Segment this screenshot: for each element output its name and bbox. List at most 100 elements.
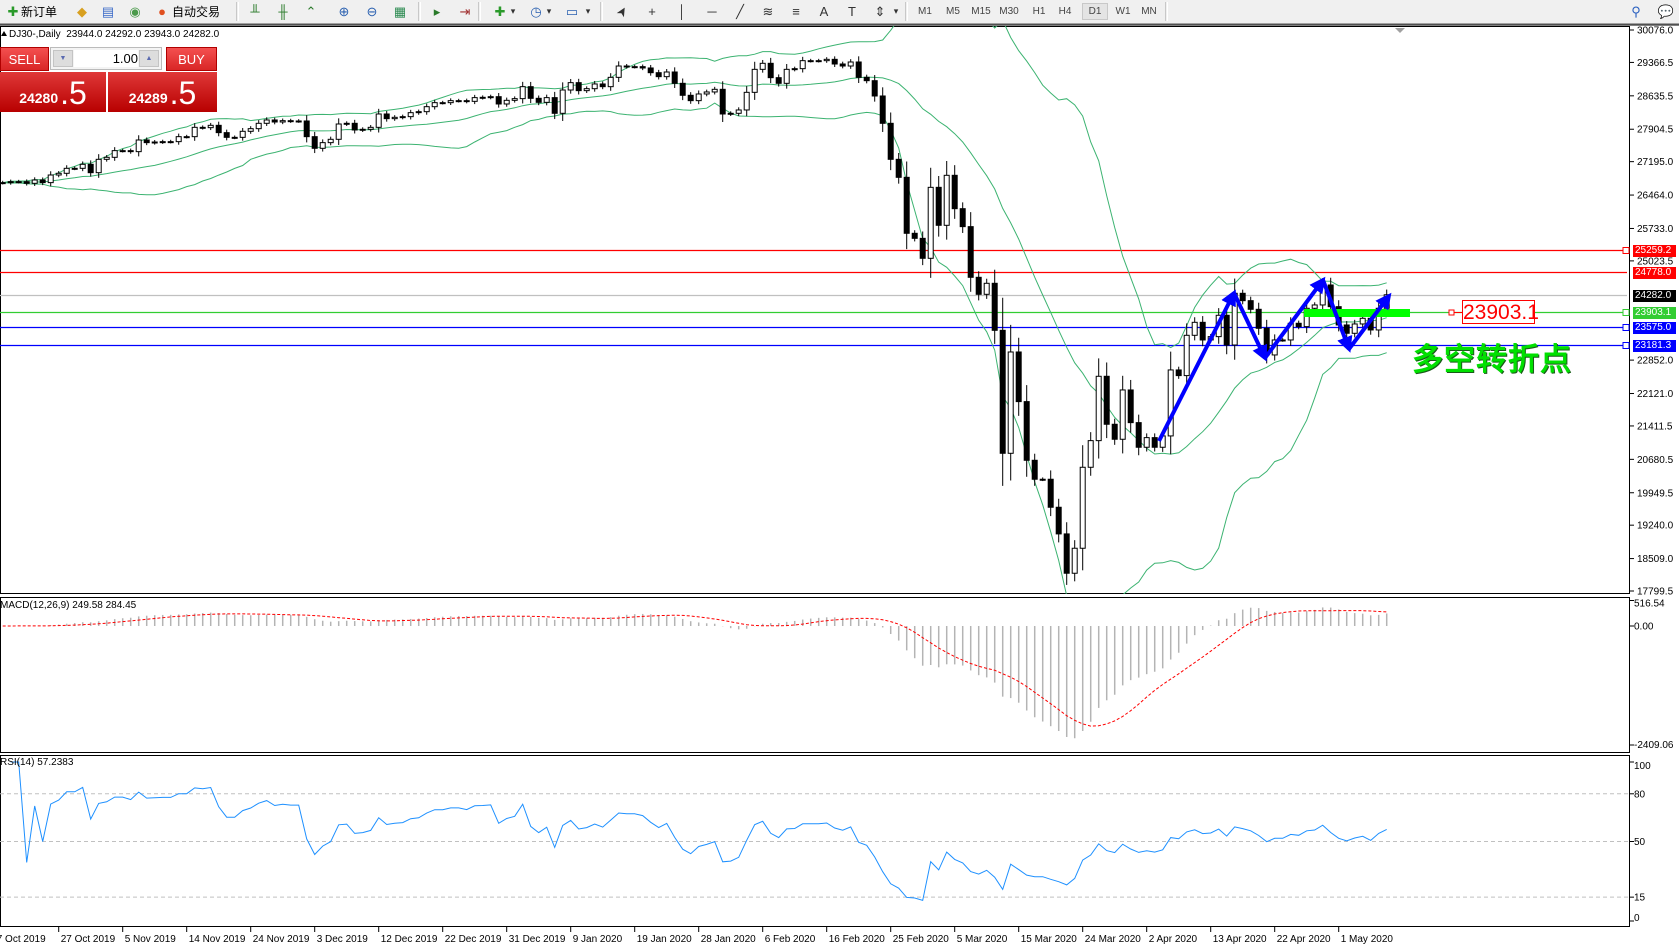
timeframe-m15-button[interactable]: M15 <box>971 6 991 17</box>
timeframe-w1-button[interactable]: W1 <box>1115 6 1131 17</box>
timeframe-mn-button[interactable]: MN <box>1141 6 1157 17</box>
turning-point-annotation[interactable]: 多空转折点 <box>1412 342 1572 378</box>
candle-body <box>279 120 286 123</box>
candle-body <box>807 60 814 63</box>
candle-body <box>1151 437 1158 448</box>
candle-body <box>967 226 974 278</box>
candle <box>775 74 782 87</box>
arrows-dropdown-icon[interactable]: ▾ <box>893 6 899 16</box>
search-icon[interactable]: ⚲ <box>1631 3 1641 19</box>
sell-button[interactable]: SELL <box>0 47 49 71</box>
candle <box>439 100 446 105</box>
indicators-dropdown-icon[interactable]: ▾ <box>510 6 516 16</box>
new-order-icon[interactable]: ✚ <box>7 3 19 19</box>
zigzag-arrow[interactable] <box>1157 289 1236 442</box>
candle-body <box>1135 422 1142 448</box>
chart-menu-triangle-icon[interactable] <box>1 31 7 36</box>
price-axis-label: 21411.5 <box>1637 421 1673 432</box>
chart-shift-icon[interactable]: ▸ <box>433 3 441 19</box>
templates-dropdown-icon[interactable]: ▾ <box>585 6 591 16</box>
candle-body <box>327 138 334 144</box>
new-order-label[interactable]: 新订单 <box>21 5 58 19</box>
periods-dropdown-icon[interactable]: ▾ <box>546 6 552 16</box>
zigzag-arrow[interactable] <box>1347 292 1392 351</box>
trendline-icon[interactable]: ╱ <box>736 3 744 19</box>
timeframe-d1-button[interactable]: D1 <box>1082 3 1108 20</box>
candle-body <box>847 61 854 67</box>
horizontal-line-icon[interactable]: ─ <box>707 4 717 19</box>
candle <box>367 125 374 132</box>
candle-body <box>663 71 670 78</box>
candle-body <box>119 150 126 153</box>
line-chart-icon[interactable]: ⌃ <box>305 3 317 19</box>
zoom-out-icon[interactable]: ⊖ <box>366 3 378 19</box>
fibonacci-icon[interactable]: ≋ <box>762 3 774 19</box>
crosshair-icon[interactable]: + <box>648 4 656 19</box>
indicators-icon[interactable]: ✚ <box>494 3 506 19</box>
zigzag-arrow[interactable] <box>1263 276 1326 360</box>
candle <box>951 165 958 219</box>
text-label-icon[interactable]: T <box>848 4 856 19</box>
candle <box>415 109 422 115</box>
chat-icon[interactable]: 💬 <box>1657 3 1675 19</box>
lot-increase-button[interactable]: ▲ <box>139 50 159 67</box>
tile-windows-icon[interactable]: ▦ <box>393 3 407 19</box>
candle <box>711 86 718 95</box>
candle-body <box>607 76 614 88</box>
auto-trading-label[interactable]: 自动交易 <box>172 5 221 19</box>
candle-body <box>319 142 326 149</box>
zigzag-arrow[interactable] <box>1232 292 1268 362</box>
price-axis-label: 20680.5 <box>1637 455 1674 466</box>
lot-size-input[interactable]: 1.00 <box>74 50 138 67</box>
vertical-line-icon[interactable]: │ <box>677 4 687 19</box>
candle-body <box>63 167 70 174</box>
lot-decrease-button[interactable]: ▼ <box>53 50 73 67</box>
zigzag-arrow[interactable] <box>1321 279 1353 353</box>
periods-icon[interactable]: ◷ <box>530 3 542 19</box>
timeframe-h1-button[interactable]: H1 <box>1032 6 1046 17</box>
candle <box>31 177 38 186</box>
candle-body <box>263 119 270 124</box>
line-anchor-marker <box>1622 342 1630 349</box>
candle-body <box>1223 314 1230 346</box>
date-axis-label: 13 Apr 2020 <box>1213 934 1267 945</box>
lot-size-stepper[interactable]: ▼ 1.00 ▲ <box>50 47 162 70</box>
line-anchor-marker <box>1622 247 1630 254</box>
timeframe-m30-button[interactable]: M30 <box>999 6 1019 17</box>
auto-trading-icon[interactable]: ● <box>158 4 166 19</box>
auto-scroll-icon[interactable]: ⇥ <box>459 3 471 19</box>
candle-body <box>359 128 366 131</box>
timeframe-h4-button[interactable]: H4 <box>1058 6 1072 17</box>
candle-body <box>591 83 598 90</box>
candle <box>223 129 230 141</box>
candle <box>407 109 414 120</box>
buy-button[interactable]: BUY <box>166 47 217 71</box>
candlestick-chart-icon[interactable]: ╫ <box>278 4 288 19</box>
price-annotation-label[interactable]: 23903.1 <box>1462 300 1539 324</box>
metaeditor-icon[interactable]: ◆ <box>77 3 87 19</box>
timeframe-m1-button[interactable]: M1 <box>918 6 932 17</box>
bar-chart-icon[interactable]: ╨ <box>250 4 260 19</box>
candle-body <box>943 174 950 226</box>
timeframe-m5-button[interactable]: M5 <box>946 6 960 17</box>
candle <box>247 126 254 134</box>
zoom-in-icon[interactable]: ⊕ <box>338 3 350 19</box>
candle-body <box>135 139 142 153</box>
templates-icon[interactable]: ▭ <box>565 3 579 19</box>
history-icon[interactable]: ▤ <box>101 3 115 19</box>
candle <box>295 119 302 123</box>
chart-shift-marker-icon[interactable] <box>1395 28 1405 33</box>
fibo-fan-icon[interactable]: ≡ <box>792 4 800 19</box>
candle <box>1303 301 1310 334</box>
signals-icon[interactable]: ◉ <box>129 3 141 19</box>
arrows-icon[interactable]: ⇕ <box>874 3 886 19</box>
buy-price-button[interactable]: 24289.5 <box>108 72 217 112</box>
sell-price-button[interactable]: 24280.5 <box>0 72 106 112</box>
price-axis-label: 28635.5 <box>1637 91 1674 102</box>
candle <box>271 117 278 125</box>
candle <box>1175 366 1182 379</box>
candle <box>991 269 998 344</box>
text-icon[interactable]: A <box>819 4 829 19</box>
green-highlight-bar[interactable] <box>1304 309 1410 317</box>
